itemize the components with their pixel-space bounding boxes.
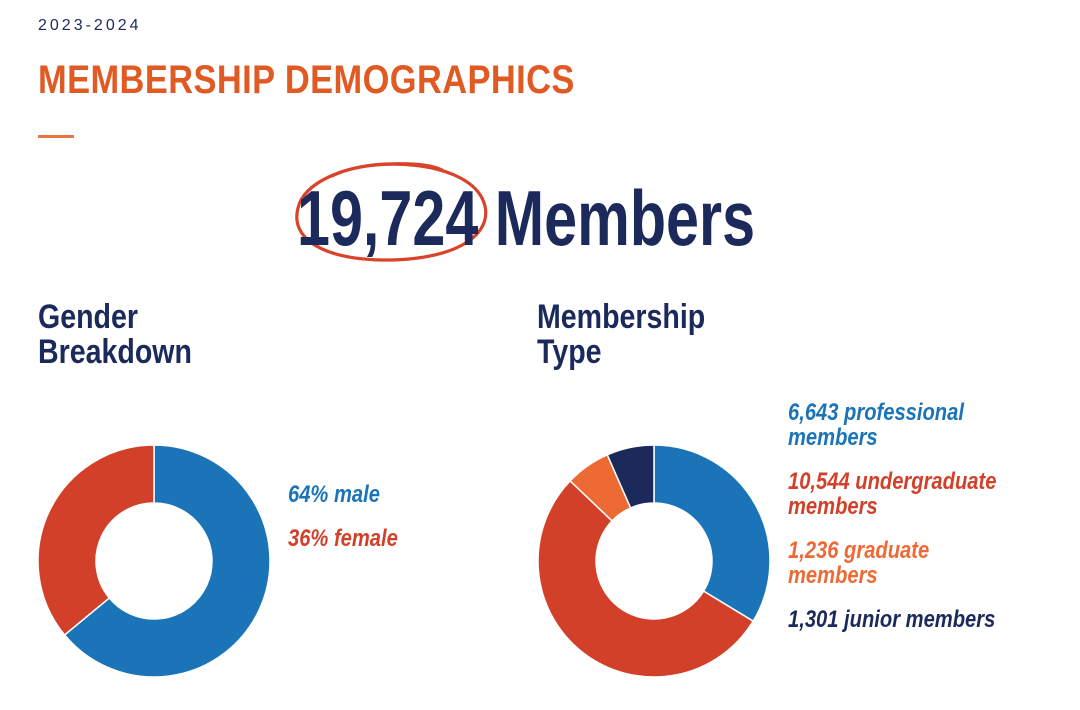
legend-label-line2: members: [788, 562, 878, 589]
headline: 19,724 Members: [0, 162, 1080, 262]
title-underline: [38, 135, 74, 138]
legend-item-graduate: 1,236 graduate members: [788, 538, 996, 588]
legend-item-undergraduate: 10,544 undergraduate members: [788, 469, 996, 519]
legend-label-line1: 1,236 graduate: [788, 537, 930, 564]
legend-label-line1: 6,643 professional: [788, 399, 964, 426]
type-heading-line2: Type: [537, 333, 602, 371]
type-heading-line1: Membership: [537, 298, 706, 336]
legend-label-line1: 64% male: [288, 481, 380, 508]
gender-legend: 64% male 36% female: [288, 482, 419, 570]
legend-label-line1: 1,301 junior members: [788, 606, 996, 633]
gender-donut-chart: [37, 444, 271, 678]
legend-label-line1: 10,544 undergraduate: [788, 468, 997, 495]
membership-type-donut-chart: [537, 444, 771, 678]
gender-heading-line2: Breakdown: [38, 333, 192, 371]
slice-professional: [653, 444, 771, 623]
legend-item-junior: 1,301 junior members: [788, 607, 996, 632]
total-members: 19,724 Members: [297, 174, 756, 262]
hand-drawn-circle-icon: [295, 162, 488, 262]
legend-label-line2: members: [788, 493, 878, 520]
slice-junior: [606, 444, 655, 509]
slice-male: [63, 444, 271, 678]
page-title: MEMBERSHIP DEMOGRAPHICS: [38, 58, 575, 102]
legend-item-professional: 6,643 professional members: [788, 400, 996, 450]
year-label: 2023-2024: [38, 17, 142, 34]
slice-female: [37, 444, 155, 636]
membership-type-heading: Membership Type: [537, 300, 705, 370]
legend-label-line2: members: [788, 424, 878, 451]
gender-breakdown-heading: Gender Breakdown: [38, 300, 192, 370]
membership-type-legend: 6,643 professional members 10,544 undergra…: [788, 400, 1036, 651]
gender-heading-line1: Gender: [38, 298, 138, 336]
legend-label-line1: 36% female: [288, 525, 398, 552]
slice-undergraduate: [537, 479, 755, 678]
legend-item-male: 64% male: [288, 482, 398, 507]
legend-item-female: 36% female: [288, 526, 398, 551]
